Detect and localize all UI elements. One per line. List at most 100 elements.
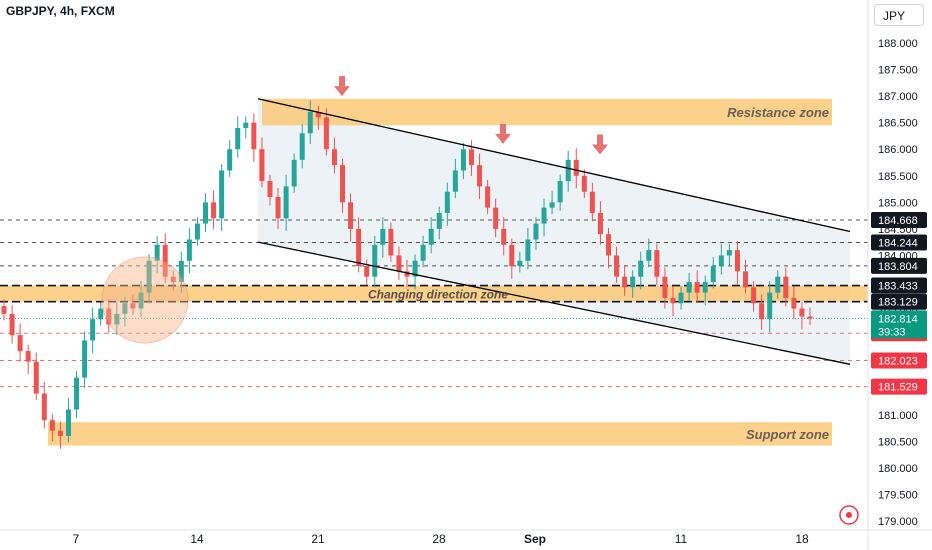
price-tag: 181.529 bbox=[871, 378, 927, 395]
y-tick-label: 188.000 bbox=[878, 38, 918, 50]
candle-body bbox=[412, 260, 418, 277]
candle-body bbox=[348, 202, 354, 229]
candle-body bbox=[436, 212, 442, 229]
candle-body bbox=[509, 244, 515, 267]
candle-body bbox=[219, 170, 225, 219]
support-zone-label: Support zone bbox=[746, 427, 829, 442]
y-tick-label: 179.500 bbox=[878, 489, 918, 501]
candle-body bbox=[372, 244, 378, 277]
price-tag-label: 181.529 bbox=[878, 382, 918, 394]
candle-body bbox=[751, 287, 757, 304]
candle-body bbox=[710, 266, 716, 282]
candle-body bbox=[74, 377, 80, 410]
candle-body bbox=[694, 282, 700, 293]
candle-body bbox=[227, 149, 233, 171]
candle-body bbox=[203, 202, 208, 224]
candle-body bbox=[477, 165, 483, 187]
candle-body bbox=[581, 175, 587, 192]
x-tick-label: 21 bbox=[311, 532, 325, 546]
price-tag: 184.244 bbox=[871, 234, 927, 251]
candle-body bbox=[702, 282, 708, 293]
candle-body bbox=[9, 313, 15, 336]
candle-body bbox=[743, 271, 749, 288]
candle-body bbox=[57, 430, 63, 437]
candle-body bbox=[65, 409, 71, 437]
price-tag-label: 183.129 bbox=[878, 297, 918, 309]
icon-dot bbox=[846, 512, 852, 518]
highlight-circle bbox=[101, 256, 189, 344]
candle-body bbox=[517, 260, 523, 267]
candle-body bbox=[243, 122, 249, 128]
settings-icon[interactable] bbox=[839, 505, 859, 525]
candle-body bbox=[452, 170, 458, 192]
price-tag-label: 184.668 bbox=[878, 215, 918, 227]
price-tag: 183.804 bbox=[871, 257, 927, 274]
currency-button[interactable]: JPY bbox=[874, 4, 924, 26]
price-tag-bg bbox=[871, 211, 927, 228]
candle-body bbox=[718, 255, 724, 267]
x-tick-label: 11 bbox=[675, 532, 688, 546]
y-tick-label: 179.000 bbox=[878, 516, 918, 528]
candle-body bbox=[130, 303, 136, 309]
candle-body bbox=[686, 282, 692, 293]
y-tick-label: 187.500 bbox=[878, 65, 918, 77]
candle-body bbox=[170, 276, 176, 282]
candle-body bbox=[428, 228, 434, 245]
candle-body bbox=[597, 212, 603, 235]
candle-body bbox=[307, 112, 313, 134]
arrow-shaft bbox=[339, 76, 345, 87]
candle-body bbox=[1, 305, 7, 314]
candle-body bbox=[186, 239, 192, 261]
y-tick-label: 186.000 bbox=[878, 144, 918, 156]
candle-body bbox=[356, 228, 362, 267]
candle-body bbox=[573, 159, 579, 176]
candle-body bbox=[485, 186, 491, 208]
candle-body bbox=[549, 202, 555, 208]
arrow-head bbox=[592, 144, 608, 155]
candle-body bbox=[33, 361, 39, 394]
changing-zone-label: Changing direction zone bbox=[368, 288, 508, 302]
candle-body bbox=[291, 159, 297, 187]
changing-zone bbox=[0, 285, 868, 302]
price-tag-bg bbox=[871, 234, 927, 251]
candle-body bbox=[251, 122, 257, 150]
candle-body bbox=[791, 297, 797, 309]
candle-body bbox=[565, 159, 571, 182]
current-price-bg bbox=[871, 310, 927, 339]
candle-body bbox=[331, 149, 337, 166]
y-tick-label: 181.000 bbox=[878, 410, 918, 422]
x-tick-label: Sep bbox=[524, 532, 546, 546]
channel-upper-line[interactable] bbox=[257, 98, 851, 233]
candle-body bbox=[41, 393, 47, 421]
candle-body bbox=[267, 181, 273, 198]
candle-body bbox=[501, 228, 507, 245]
candle-body bbox=[194, 223, 200, 240]
channel-lower-line[interactable] bbox=[257, 241, 851, 365]
arrow-shaft bbox=[500, 123, 506, 134]
icon-ring bbox=[839, 505, 859, 525]
candle-body bbox=[90, 319, 96, 341]
y-tick-label: 185.000 bbox=[878, 197, 918, 209]
y-tick-label: 186.500 bbox=[878, 118, 918, 130]
candle-body bbox=[380, 228, 386, 245]
candle-body bbox=[646, 250, 652, 261]
candle-body bbox=[759, 303, 765, 320]
candle-body bbox=[396, 255, 402, 272]
candle-body bbox=[404, 271, 410, 277]
price-tag: 184.668 bbox=[871, 211, 927, 228]
down-arrow-icon bbox=[334, 76, 350, 97]
arrow-head bbox=[495, 133, 511, 144]
price-tag: 182.023 bbox=[871, 352, 927, 369]
countdown-label: 39:33 bbox=[878, 326, 906, 338]
candle-body bbox=[98, 308, 104, 320]
candle-body bbox=[678, 292, 684, 304]
candle-body bbox=[670, 297, 676, 304]
candle-body bbox=[49, 420, 55, 431]
candle-body bbox=[783, 276, 789, 298]
candle-body bbox=[557, 181, 563, 203]
price-tag: 183.433 bbox=[871, 277, 927, 294]
arrow-shaft bbox=[597, 134, 603, 145]
candle-body bbox=[154, 244, 160, 261]
